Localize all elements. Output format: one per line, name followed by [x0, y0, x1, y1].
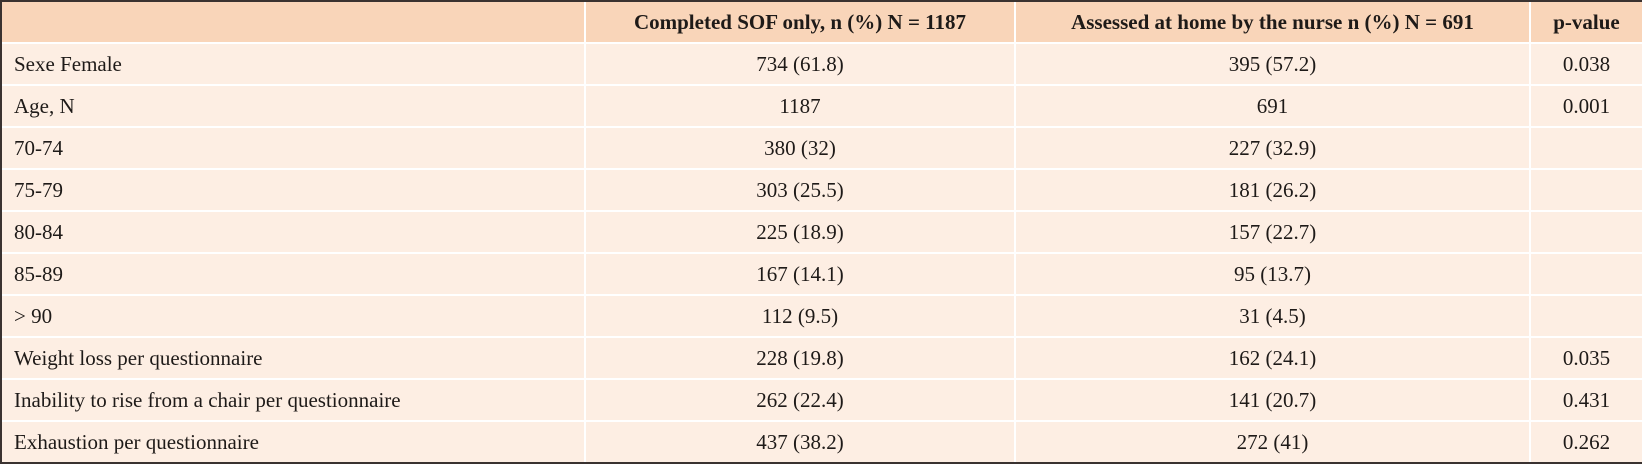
cell: 691 — [1014, 84, 1531, 128]
cell: 395 (57.2) — [1014, 42, 1531, 86]
cell: 262 (22.4) — [584, 378, 1016, 422]
cell: 228 (19.8) — [584, 336, 1016, 380]
table-row: Exhaustion per questionnaire 437 (38.2) 27… — [0, 420, 1642, 464]
table-row: 80-84 225 (18.9) 157 (22.7) — [0, 210, 1642, 254]
cell: 225 (18.9) — [584, 210, 1016, 254]
cell: 0.262 — [1529, 420, 1642, 464]
cell: 0.001 — [1529, 84, 1642, 128]
table-header: Completed SOF only, n (%) N = 1187 Asses… — [0, 0, 1642, 44]
cell — [1529, 294, 1642, 338]
cell: 734 (61.8) — [584, 42, 1016, 86]
cell — [1529, 126, 1642, 170]
header-cell: Assessed at home by the nurse n (%) N = … — [1014, 0, 1531, 44]
cell — [1529, 168, 1642, 212]
cell: 162 (24.1) — [1014, 336, 1531, 380]
row-label: 70-74 — [0, 126, 586, 170]
header-cell: Completed SOF only, n (%) N = 1187 — [584, 0, 1016, 44]
row-label: Age, N — [0, 84, 586, 128]
table-row: 75-79 303 (25.5) 181 (26.2) — [0, 168, 1642, 212]
header-cell — [0, 0, 586, 44]
row-label: Weight loss per questionnaire — [0, 336, 586, 380]
cell: 0.431 — [1529, 378, 1642, 422]
header-row: Completed SOF only, n (%) N = 1187 Asses… — [0, 0, 1642, 44]
cell: 227 (32.9) — [1014, 126, 1531, 170]
cell: 157 (22.7) — [1014, 210, 1531, 254]
table-row: Sexe Female 734 (61.8) 395 (57.2) 0.038 — [0, 42, 1642, 86]
cell — [1529, 252, 1642, 296]
cell: 0.035 — [1529, 336, 1642, 380]
row-label: Exhaustion per questionnaire — [0, 420, 586, 464]
cell: 380 (32) — [584, 126, 1016, 170]
cell: 272 (41) — [1014, 420, 1531, 464]
table-row: Weight loss per questionnaire 228 (19.8) 1… — [0, 336, 1642, 380]
row-label: Sexe Female — [0, 42, 586, 86]
cell: 181 (26.2) — [1014, 168, 1531, 212]
header-cell: p-value — [1529, 0, 1642, 44]
cell: 141 (20.7) — [1014, 378, 1531, 422]
cell: 303 (25.5) — [584, 168, 1016, 212]
cell — [1529, 210, 1642, 254]
table-row: Age, N 1187 691 0.001 — [0, 84, 1642, 128]
table-row: 85-89 167 (14.1) 95 (13.7) — [0, 252, 1642, 296]
table-row: 70-74 380 (32) 227 (32.9) — [0, 126, 1642, 170]
cell: 0.038 — [1529, 42, 1642, 86]
row-label: > 90 — [0, 294, 586, 338]
cell: 112 (9.5) — [584, 294, 1016, 338]
row-label: 80-84 — [0, 210, 586, 254]
row-label: 85-89 — [0, 252, 586, 296]
row-label: Inability to rise from a chair per quest… — [0, 378, 586, 422]
cell: 1187 — [584, 84, 1016, 128]
cell: 31 (4.5) — [1014, 294, 1531, 338]
cell: 167 (14.1) — [584, 252, 1016, 296]
cell: 437 (38.2) — [584, 420, 1016, 464]
table-body: Sexe Female 734 (61.8) 395 (57.2) 0.038 Age,… — [0, 42, 1642, 464]
cell: 95 (13.7) — [1014, 252, 1531, 296]
table-row: > 90 112 (9.5) 31 (4.5) — [0, 294, 1642, 338]
row-label: 75-79 — [0, 168, 586, 212]
table-row: Inability to rise from a chair per quest… — [0, 378, 1642, 422]
